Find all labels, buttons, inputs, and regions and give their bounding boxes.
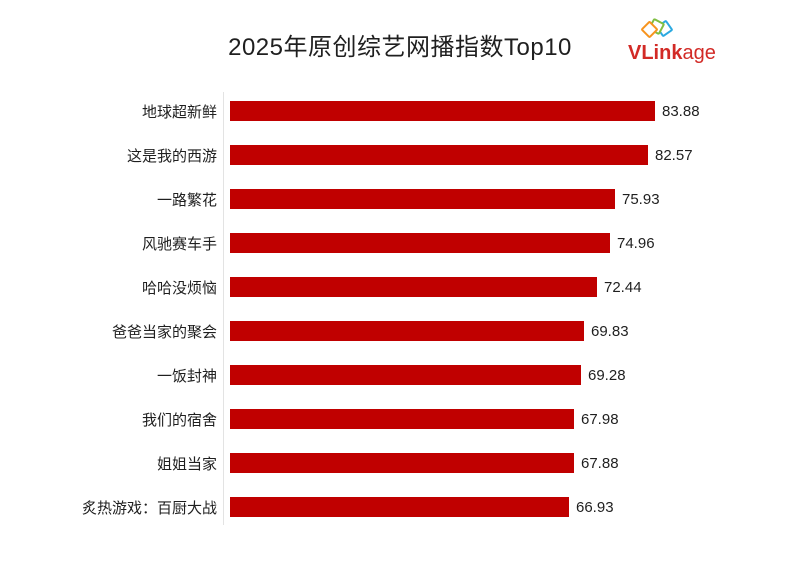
page-title: 2025年原创综艺网播指数Top10 [228, 34, 572, 61]
bar-row: 姐姐当家 67.88 [0, 441, 800, 485]
vlinkage-logo: VLinkage [628, 17, 764, 64]
bar-row: 炙热游戏：百厨大战 66.93 [0, 485, 800, 529]
value-label: 67.98 [581, 410, 619, 428]
category-label: 姐姐当家 [156, 455, 217, 473]
value-label: 82.57 [655, 146, 693, 164]
bar [230, 101, 655, 121]
bar-chart: 地球超新鲜 83.88 这是我的西游 82.57 一路繁花 75.93 风驰赛车… [0, 89, 800, 534]
category-label: 这是我的西游 [126, 147, 217, 165]
logo-text-light: age [682, 42, 716, 64]
category-label: 风驰赛车手 [141, 235, 217, 253]
bar-row: 风驰赛车手 74.96 [0, 221, 800, 265]
bar-track: 82.57 [230, 145, 693, 165]
bar-track: 75.93 [230, 189, 660, 209]
bar-track: 67.88 [230, 453, 619, 473]
bar-row: 哈哈没烦恼 72.44 [0, 265, 800, 309]
bar-row: 爸爸当家的聚会 69.83 [0, 309, 800, 353]
value-label: 69.28 [588, 366, 626, 384]
bar [230, 409, 574, 429]
value-label: 66.93 [576, 498, 614, 516]
category-label: 哈哈没烦恼 [141, 279, 217, 297]
vlinkage-logo-text: VLinkage [628, 42, 716, 64]
bar-track: 69.28 [230, 365, 626, 385]
y-axis-line [223, 92, 224, 525]
bar [230, 277, 597, 297]
bar-rows: 地球超新鲜 83.88 这是我的西游 82.57 一路繁花 75.93 风驰赛车… [0, 89, 800, 529]
bar-track: 83.88 [230, 101, 700, 121]
bar [230, 497, 569, 517]
value-label: 74.96 [617, 234, 655, 252]
bar-track: 74.96 [230, 233, 655, 253]
bar-row: 这是我的西游 82.57 [0, 133, 800, 177]
bar-row: 一路繁花 75.93 [0, 177, 800, 221]
bar [230, 145, 648, 165]
value-label: 72.44 [604, 278, 642, 296]
bar [230, 453, 574, 473]
bar [230, 233, 610, 253]
category-label: 一饭封神 [156, 367, 217, 385]
bar-track: 67.98 [230, 409, 619, 429]
bar-row: 地球超新鲜 83.88 [0, 89, 800, 133]
bar-track: 72.44 [230, 277, 642, 297]
bar [230, 189, 615, 209]
bar-row: 我们的宿舍 67.98 [0, 397, 800, 441]
category-label: 我们的宿舍 [141, 411, 217, 429]
category-label: 地球超新鲜 [141, 103, 217, 121]
bar-track: 69.83 [230, 321, 629, 341]
photo-stack-icon [640, 17, 677, 42]
category-label: 爸爸当家的聚会 [111, 323, 217, 341]
category-label: 炙热游戏：百厨大战 [81, 499, 217, 517]
value-label: 83.88 [662, 102, 700, 120]
bar-track: 66.93 [230, 497, 614, 517]
value-label: 69.83 [591, 322, 629, 340]
logo-text-bold: VLink [628, 42, 683, 64]
bar [230, 365, 581, 385]
bar [230, 321, 584, 341]
category-label: 一路繁花 [156, 191, 217, 209]
value-label: 75.93 [622, 190, 660, 208]
bar-row: 一饭封神 69.28 [0, 353, 800, 397]
value-label: 67.88 [581, 454, 619, 472]
